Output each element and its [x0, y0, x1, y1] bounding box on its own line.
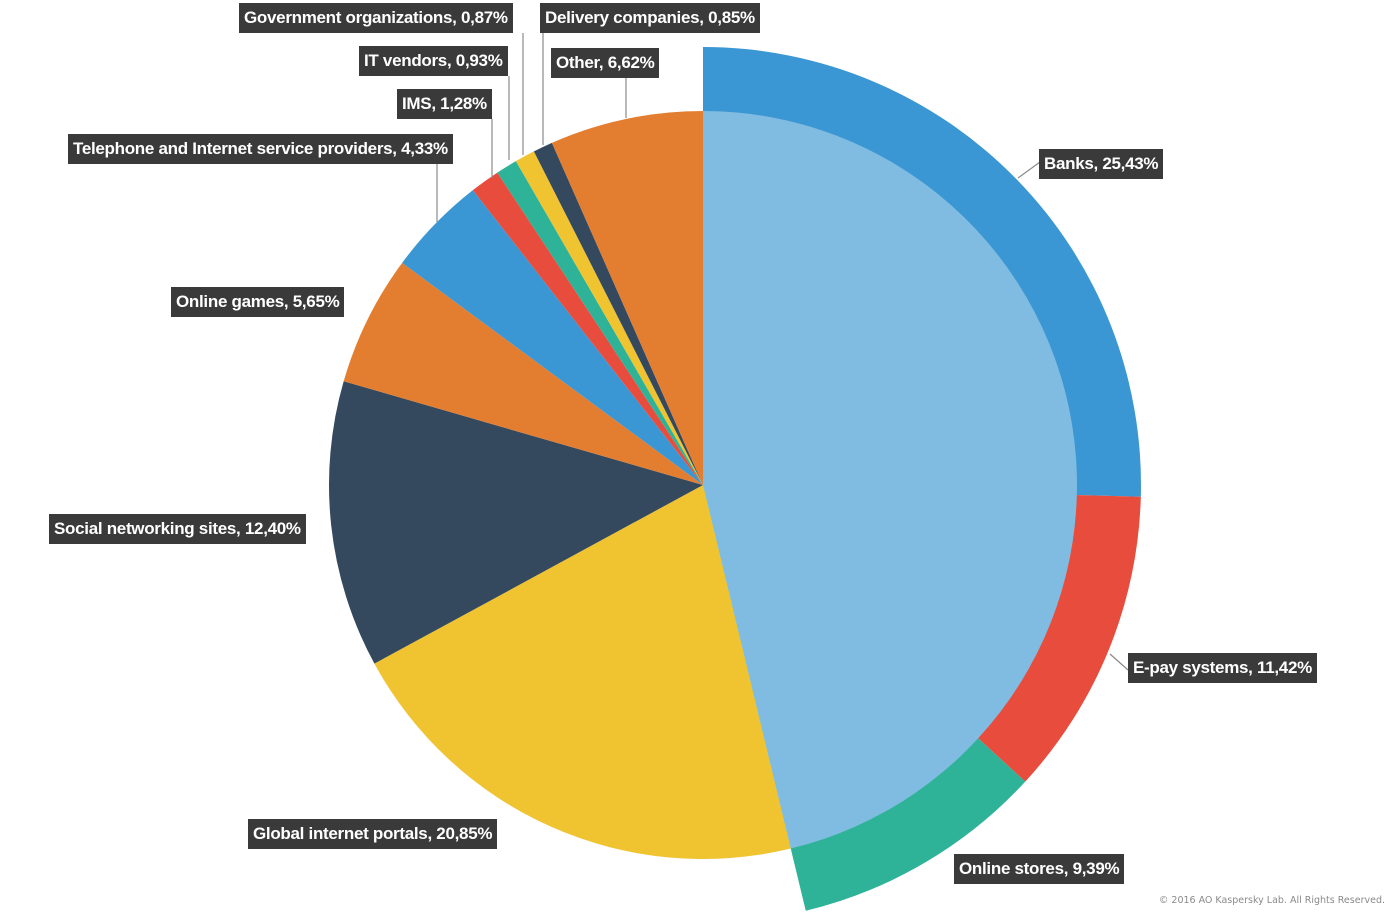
slice-telephone-and-internet-service-providers	[402, 190, 703, 486]
label-online-games: Online games, 5,65%	[171, 287, 345, 317]
label-ims: IMS, 1,28%	[397, 89, 492, 119]
label-e-pay-systems: E-pay systems, 11,42%	[1128, 653, 1317, 683]
slice-other	[551, 111, 703, 485]
slice-online-games	[343, 262, 703, 485]
leader-line-e-pay-systems	[1109, 653, 1129, 671]
slice-social-networking-sites	[328, 381, 703, 664]
label-online-stores: Online stores, 9,39%	[954, 854, 1125, 884]
slice-global-internet-portals	[374, 485, 791, 859]
slice-delivery-companies	[533, 142, 703, 485]
label-telephone-and-internet-service-providers: Telephone and Internet service providers…	[68, 134, 453, 164]
label-government-organizations: Government organizations, 0,87%	[239, 3, 513, 33]
slices-layer	[328, 47, 1141, 911]
leader-lines-layer	[436, 33, 1129, 671]
leader-line-banks	[1017, 161, 1041, 179]
label-other: Other, 6,62%	[551, 48, 660, 78]
label-social-networking-sites: Social networking sites, 12,40%	[49, 514, 306, 544]
slice-financial-group	[703, 111, 1077, 849]
label-delivery-companies: Delivery companies, 0,85%	[540, 3, 760, 33]
slice-it-vendors	[497, 161, 703, 486]
slice-ims	[472, 172, 703, 485]
label-banks: Banks, 25,43%	[1039, 149, 1164, 179]
copyright-notice: © 2016 AO Kaspersky Lab. All Rights Rese…	[1158, 895, 1385, 906]
slice-government-organizations	[515, 151, 703, 485]
label-it-vendors: IT vendors, 0,93%	[359, 46, 508, 76]
label-global-internet-portals: Global internet portals, 20,85%	[248, 819, 498, 849]
